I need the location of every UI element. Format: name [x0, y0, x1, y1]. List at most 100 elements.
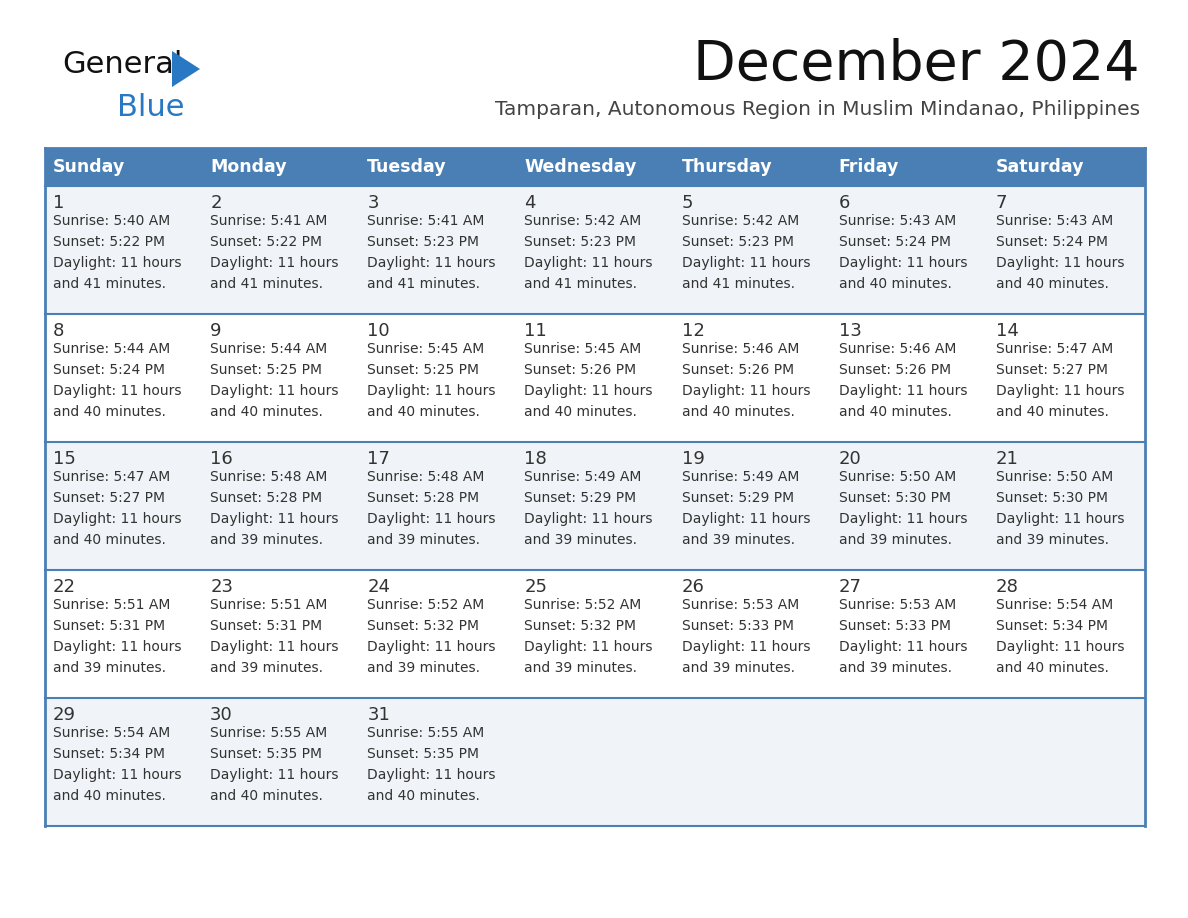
Text: Saturday: Saturday: [996, 158, 1085, 176]
Bar: [830, 698, 988, 826]
Text: Daylight: 11 hours: Daylight: 11 hours: [839, 512, 967, 526]
Text: 12: 12: [682, 322, 704, 340]
Text: and 41 minutes.: and 41 minutes.: [524, 277, 638, 291]
Text: Sunrise: 5:43 AM: Sunrise: 5:43 AM: [839, 214, 956, 228]
Text: Sunrise: 5:48 AM: Sunrise: 5:48 AM: [367, 470, 485, 484]
Text: 6: 6: [839, 194, 851, 212]
Text: Sunset: 5:31 PM: Sunset: 5:31 PM: [53, 619, 165, 633]
Text: Daylight: 11 hours: Daylight: 11 hours: [682, 256, 810, 270]
Bar: [202, 698, 359, 826]
Text: Sunset: 5:31 PM: Sunset: 5:31 PM: [210, 619, 322, 633]
Text: Sunrise: 5:40 AM: Sunrise: 5:40 AM: [53, 214, 170, 228]
Text: Daylight: 11 hours: Daylight: 11 hours: [524, 384, 653, 398]
Bar: [517, 698, 674, 826]
Text: Daylight: 11 hours: Daylight: 11 hours: [839, 384, 967, 398]
Text: Sunrise: 5:55 AM: Sunrise: 5:55 AM: [367, 726, 485, 740]
Text: Sunrise: 5:49 AM: Sunrise: 5:49 AM: [524, 470, 642, 484]
Bar: [830, 186, 988, 314]
Text: 8: 8: [53, 322, 64, 340]
Text: Sunset: 5:34 PM: Sunset: 5:34 PM: [996, 619, 1108, 633]
Text: Sunrise: 5:52 AM: Sunrise: 5:52 AM: [524, 598, 642, 612]
Text: Daylight: 11 hours: Daylight: 11 hours: [210, 640, 339, 654]
Bar: [988, 314, 1145, 442]
Text: Sunrise: 5:50 AM: Sunrise: 5:50 AM: [996, 470, 1113, 484]
Text: Daylight: 11 hours: Daylight: 11 hours: [367, 384, 495, 398]
Text: Sunrise: 5:44 AM: Sunrise: 5:44 AM: [210, 342, 328, 356]
Text: Tuesday: Tuesday: [367, 158, 447, 176]
Bar: [45, 442, 202, 570]
Text: Sunset: 5:35 PM: Sunset: 5:35 PM: [210, 747, 322, 761]
Text: General: General: [62, 50, 183, 79]
Bar: [45, 698, 202, 826]
Text: Sunrise: 5:43 AM: Sunrise: 5:43 AM: [996, 214, 1113, 228]
Bar: [202, 442, 359, 570]
Text: 25: 25: [524, 578, 548, 596]
Text: Sunrise: 5:53 AM: Sunrise: 5:53 AM: [839, 598, 956, 612]
Text: and 40 minutes.: and 40 minutes.: [839, 405, 952, 419]
Text: and 39 minutes.: and 39 minutes.: [367, 661, 480, 675]
Text: Sunrise: 5:45 AM: Sunrise: 5:45 AM: [524, 342, 642, 356]
Text: and 40 minutes.: and 40 minutes.: [367, 405, 480, 419]
Text: Sunset: 5:29 PM: Sunset: 5:29 PM: [524, 491, 637, 505]
Text: Sunset: 5:22 PM: Sunset: 5:22 PM: [210, 235, 322, 249]
Bar: [988, 442, 1145, 570]
Text: 15: 15: [53, 450, 76, 468]
Text: 28: 28: [996, 578, 1019, 596]
Bar: [517, 186, 674, 314]
Text: 2: 2: [210, 194, 222, 212]
Text: Sunrise: 5:55 AM: Sunrise: 5:55 AM: [210, 726, 328, 740]
Text: Sunset: 5:33 PM: Sunset: 5:33 PM: [682, 619, 794, 633]
Text: Daylight: 11 hours: Daylight: 11 hours: [53, 384, 182, 398]
Text: Sunset: 5:25 PM: Sunset: 5:25 PM: [210, 363, 322, 377]
Text: Sunset: 5:26 PM: Sunset: 5:26 PM: [839, 363, 950, 377]
Text: 29: 29: [53, 706, 76, 724]
Text: 21: 21: [996, 450, 1019, 468]
Text: and 39 minutes.: and 39 minutes.: [682, 661, 795, 675]
Text: Sunset: 5:25 PM: Sunset: 5:25 PM: [367, 363, 479, 377]
Bar: [830, 314, 988, 442]
Bar: [359, 698, 517, 826]
Text: 26: 26: [682, 578, 704, 596]
Text: Daylight: 11 hours: Daylight: 11 hours: [839, 256, 967, 270]
Text: Sunset: 5:33 PM: Sunset: 5:33 PM: [839, 619, 950, 633]
Text: Sunset: 5:27 PM: Sunset: 5:27 PM: [53, 491, 165, 505]
Text: Sunrise: 5:47 AM: Sunrise: 5:47 AM: [996, 342, 1113, 356]
Text: Sunrise: 5:41 AM: Sunrise: 5:41 AM: [367, 214, 485, 228]
Text: Sunrise: 5:44 AM: Sunrise: 5:44 AM: [53, 342, 170, 356]
Bar: [517, 570, 674, 698]
Text: Sunrise: 5:50 AM: Sunrise: 5:50 AM: [839, 470, 956, 484]
Text: 4: 4: [524, 194, 536, 212]
Text: and 39 minutes.: and 39 minutes.: [210, 533, 323, 547]
Text: Sunset: 5:29 PM: Sunset: 5:29 PM: [682, 491, 794, 505]
Text: and 40 minutes.: and 40 minutes.: [682, 405, 795, 419]
Text: and 40 minutes.: and 40 minutes.: [839, 277, 952, 291]
Text: and 41 minutes.: and 41 minutes.: [367, 277, 480, 291]
Bar: [45, 186, 202, 314]
Text: 30: 30: [210, 706, 233, 724]
Text: Sunrise: 5:41 AM: Sunrise: 5:41 AM: [210, 214, 328, 228]
Text: 31: 31: [367, 706, 390, 724]
Text: 20: 20: [839, 450, 861, 468]
Text: Sunset: 5:23 PM: Sunset: 5:23 PM: [524, 235, 637, 249]
Text: Daylight: 11 hours: Daylight: 11 hours: [996, 512, 1124, 526]
Text: Sunrise: 5:49 AM: Sunrise: 5:49 AM: [682, 470, 800, 484]
Text: Sunset: 5:26 PM: Sunset: 5:26 PM: [524, 363, 637, 377]
Text: and 40 minutes.: and 40 minutes.: [53, 533, 166, 547]
Text: Sunset: 5:22 PM: Sunset: 5:22 PM: [53, 235, 165, 249]
Text: Sunrise: 5:51 AM: Sunrise: 5:51 AM: [53, 598, 170, 612]
Bar: [988, 186, 1145, 314]
Text: Sunrise: 5:54 AM: Sunrise: 5:54 AM: [53, 726, 170, 740]
Text: and 40 minutes.: and 40 minutes.: [996, 661, 1108, 675]
Text: Daylight: 11 hours: Daylight: 11 hours: [682, 512, 810, 526]
Text: and 40 minutes.: and 40 minutes.: [524, 405, 637, 419]
Text: and 40 minutes.: and 40 minutes.: [53, 405, 166, 419]
Text: Daylight: 11 hours: Daylight: 11 hours: [367, 768, 495, 782]
Text: Sunset: 5:23 PM: Sunset: 5:23 PM: [367, 235, 479, 249]
Bar: [988, 570, 1145, 698]
Text: Sunset: 5:32 PM: Sunset: 5:32 PM: [524, 619, 637, 633]
Text: Sunday: Sunday: [53, 158, 125, 176]
Text: 16: 16: [210, 450, 233, 468]
Text: Sunset: 5:24 PM: Sunset: 5:24 PM: [839, 235, 950, 249]
Text: 17: 17: [367, 450, 390, 468]
Text: Daylight: 11 hours: Daylight: 11 hours: [210, 384, 339, 398]
